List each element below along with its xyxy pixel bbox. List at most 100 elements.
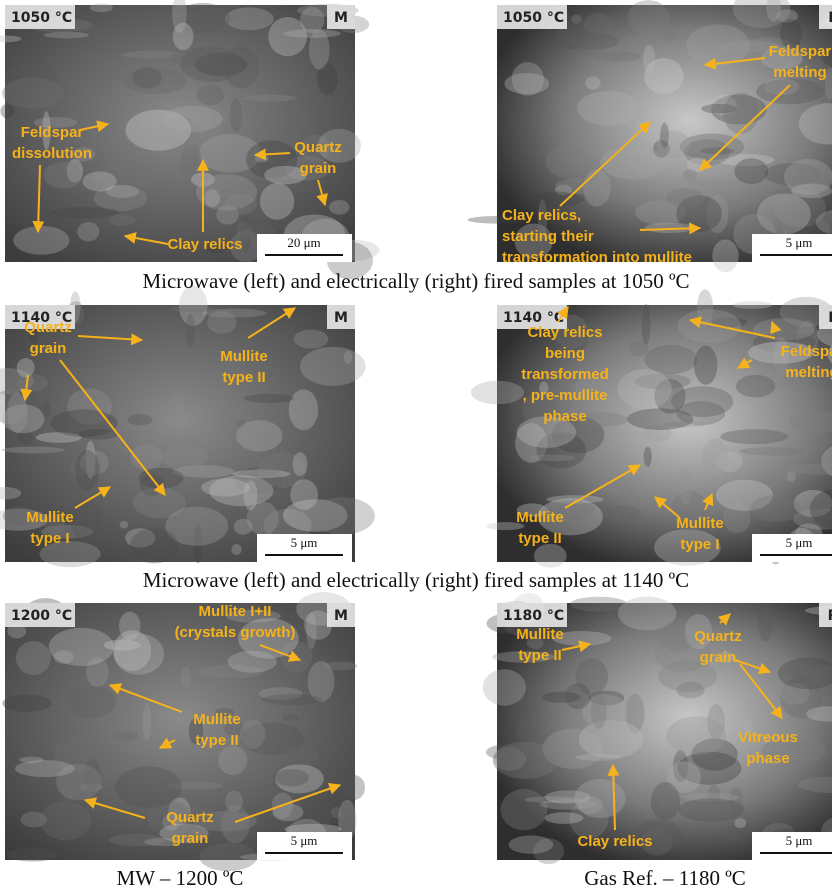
- texture: [758, 604, 773, 642]
- annotation: Mullite: [516, 626, 564, 643]
- texture: [196, 174, 257, 210]
- texture: [660, 123, 669, 149]
- texture: [322, 662, 357, 671]
- scale-label: 5 μm: [786, 535, 813, 550]
- caption: Microwave (left) and electrically (right…: [143, 568, 689, 592]
- annotation: transformation into mullite: [502, 249, 692, 266]
- texture: [642, 304, 651, 345]
- texture: [240, 719, 265, 748]
- texture: [16, 641, 51, 675]
- texture: [289, 389, 319, 430]
- texture: [293, 452, 308, 476]
- annotation: Quartz: [294, 139, 342, 156]
- annotation: Mullite: [220, 348, 268, 365]
- texture: [529, 454, 575, 461]
- caption: MW – 1200 ºC: [117, 866, 244, 890]
- texture: [627, 0, 669, 34]
- texture: [546, 145, 589, 178]
- texture: [585, 76, 600, 89]
- texture: [300, 347, 366, 386]
- texture: [40, 801, 91, 840]
- texture: [739, 447, 806, 455]
- texture: [67, 842, 97, 848]
- texture: [784, 159, 832, 195]
- texture: [67, 686, 116, 718]
- texture: [676, 682, 704, 699]
- texture: [1, 447, 65, 454]
- texture: [651, 782, 680, 820]
- texture: [114, 633, 164, 674]
- texture: [723, 834, 741, 841]
- texture: [787, 471, 796, 482]
- texture: [702, 439, 728, 477]
- caption: Microwave (left) and electrically (right…: [142, 269, 689, 293]
- texture: [617, 369, 671, 409]
- annotation: dissolution: [12, 145, 92, 162]
- panel-letter: M: [334, 608, 348, 624]
- panels: 1050 °CM20 μmFeldspardissolutionQuartzgr…: [0, 0, 832, 890]
- texture: [594, 51, 640, 62]
- annotation: Vitreous: [738, 729, 798, 746]
- texture: [172, 306, 214, 312]
- texture: [181, 666, 191, 687]
- texture: [633, 158, 644, 174]
- texture: [49, 628, 114, 666]
- texture: [687, 179, 736, 187]
- texture: [143, 703, 152, 741]
- texture: [284, 745, 318, 765]
- texture: [18, 374, 48, 391]
- texture: [254, 467, 278, 476]
- sem-image: 1200 °CM5 μmMullite I+II(crystals growth…: [2, 592, 365, 871]
- annotation: being: [545, 345, 585, 362]
- texture: [282, 714, 300, 721]
- figure: 1050 °CM20 μmFeldspardissolutionQuartzgr…: [0, 0, 832, 892]
- texture: [168, 393, 185, 417]
- texture: [664, 32, 676, 41]
- annotation: type I: [680, 536, 719, 553]
- annotation: starting their: [502, 228, 594, 245]
- texture: [128, 414, 153, 425]
- annotation: (crystals growth): [175, 624, 296, 641]
- texture: [186, 314, 195, 348]
- texture: [173, 23, 194, 51]
- texture: [540, 799, 597, 810]
- texture: [13, 226, 69, 255]
- texture: [162, 106, 222, 132]
- texture: [512, 62, 544, 96]
- annotation: grain: [172, 830, 209, 847]
- annotation: grain: [300, 160, 337, 177]
- texture: [753, 318, 814, 341]
- texture: [83, 171, 117, 191]
- texture: [671, 386, 733, 417]
- temperature-label: 1180 °C: [503, 608, 564, 624]
- texture: [52, 207, 118, 218]
- texture: [17, 358, 35, 377]
- scale-label: 5 μm: [786, 833, 813, 848]
- annotation: Mullite I+II: [199, 603, 272, 620]
- texture: [207, 311, 237, 334]
- annotation: Mullite: [193, 711, 241, 728]
- texture: [600, 146, 666, 180]
- texture: [180, 47, 242, 83]
- texture: [694, 345, 717, 384]
- texture: [666, 188, 705, 208]
- texture: [2, 77, 63, 109]
- texture: [7, 848, 58, 862]
- annotation: type II: [222, 369, 265, 386]
- texture: [565, 683, 591, 709]
- sem-image: 1140 °CM5 μmQuartzgrainMullitetype IIMul…: [0, 286, 375, 568]
- texture: [501, 789, 548, 830]
- scale-label: 5 μm: [786, 235, 813, 250]
- texture: [243, 95, 296, 102]
- texture: [344, 350, 353, 364]
- texture: [293, 330, 328, 349]
- texture: [545, 812, 584, 824]
- texture: [736, 375, 776, 397]
- texture: [113, 732, 138, 741]
- scale-label: 5 μm: [291, 535, 318, 550]
- texture: [274, 769, 309, 786]
- panel-letter: E: [828, 310, 832, 326]
- texture: [225, 791, 243, 812]
- texture: [15, 760, 74, 777]
